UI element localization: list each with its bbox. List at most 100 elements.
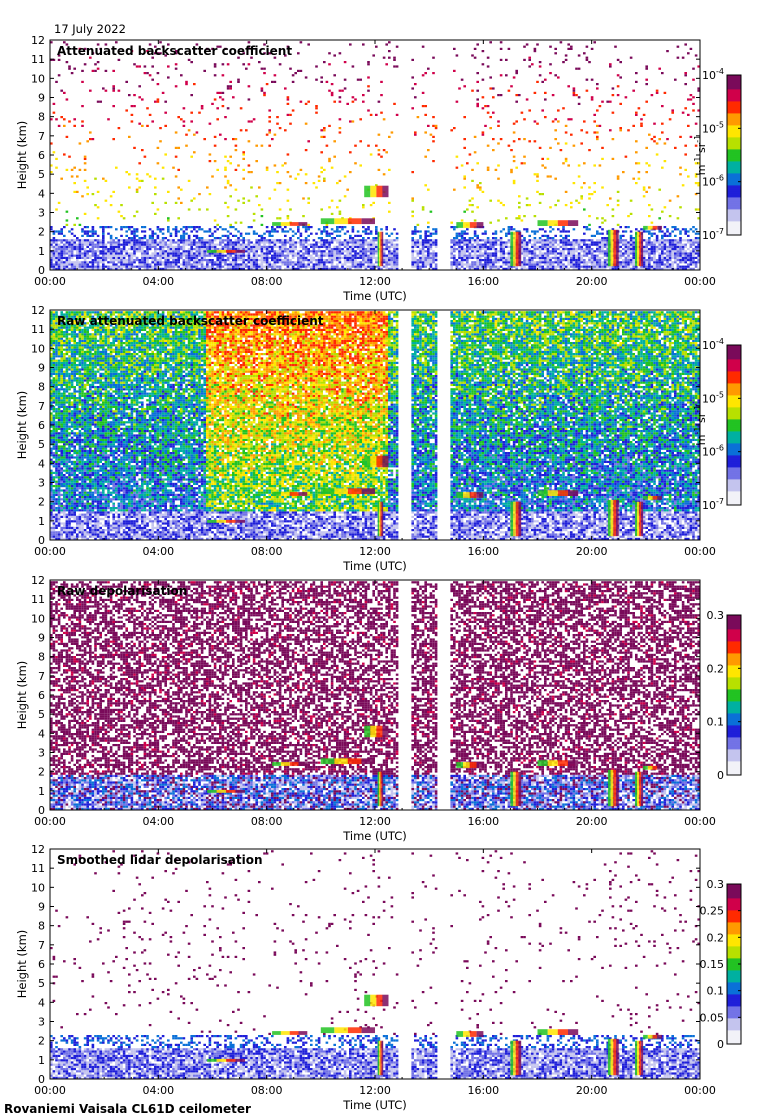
y-tick-label: 9: [38, 632, 45, 645]
y-tick-label: 4: [38, 727, 45, 740]
y-tick-label: 2: [38, 1035, 45, 1048]
y-tick-label: 5: [38, 708, 45, 721]
colorbar-tick-label: 10-5: [702, 390, 724, 405]
heatmap-cells: [50, 311, 700, 540]
x-tick-label: 16:00: [467, 1084, 499, 1097]
colorbar-tick-label: 10-6: [702, 444, 724, 459]
colorbar-tick-label: 0.05: [700, 1011, 725, 1024]
y-tick-label: 3: [38, 747, 45, 760]
y-tick-label: 2: [38, 766, 45, 779]
colorbar-tick-label: 10-7: [702, 497, 724, 512]
y-tick-label: 2: [38, 226, 45, 239]
colorbar-tick-label: 0.1: [707, 985, 725, 998]
y-tick-label: 4: [38, 457, 45, 470]
y-tick-label: 6: [38, 149, 45, 162]
x-tick-label: 16:00: [467, 815, 499, 828]
y-tick-label: 12: [31, 574, 45, 587]
x-tick-label: 12:00: [359, 275, 391, 288]
y-axis-label: Height (km): [15, 930, 29, 999]
y-axis-label: Height (km): [15, 661, 29, 730]
colorbar: 10-7 10-6 10-5 10-4 m-1 sr-1: [693, 337, 742, 512]
y-tick-label: 8: [38, 920, 45, 933]
y-axis-label: Height (km): [15, 391, 29, 460]
x-tick-label: 08:00: [251, 545, 283, 558]
chart-panel-2: Raw attenuated backscatter coefficient 0 1…: [15, 304, 742, 573]
x-tick-label: 00:00: [34, 275, 66, 288]
panel-title: Smoothed lidar depolarisation: [57, 853, 263, 867]
x-tick-label: 20:00: [576, 545, 608, 558]
colorbar: 0 0.05 0.1 0.15 0.2 0.25 0.3: [700, 878, 742, 1051]
y-tick-label: 11: [31, 53, 45, 66]
y-tick-label: 11: [31, 862, 45, 875]
x-axis-label: Time (UTC): [342, 1098, 407, 1112]
colorbar-tick-label: 0.1: [707, 716, 725, 729]
colorbar: 10-7 10-6 10-5 10-4 m-1 sr-1: [693, 67, 742, 242]
x-tick-label: 00:00: [684, 545, 716, 558]
colorbar-tick-label: 0.3: [707, 878, 725, 891]
y-tick-label: 4: [38, 996, 45, 1009]
x-axis-label: Time (UTC): [342, 829, 407, 843]
x-axis-label: Time (UTC): [342, 559, 407, 573]
y-tick-label: 0: [38, 264, 45, 277]
y-tick-label: 7: [38, 400, 45, 413]
x-tick-label: 20:00: [576, 815, 608, 828]
colorbar-tick-label: 0.2: [707, 662, 725, 675]
y-tick-label: 2: [38, 496, 45, 509]
colorbar-tick-label: 10-5: [702, 120, 724, 135]
y-tick-label: 3: [38, 207, 45, 220]
x-axis-label: Time (UTC): [342, 289, 407, 303]
x-tick-label: 16:00: [467, 545, 499, 558]
x-tick-label: 12:00: [359, 545, 391, 558]
y-tick-label: 12: [31, 304, 45, 317]
x-tick-label: 08:00: [251, 1084, 283, 1097]
x-tick-label: 04:00: [142, 545, 174, 558]
panel-title: Raw depolarisation: [57, 584, 187, 598]
date-label: 17 July 2022: [54, 22, 126, 36]
y-tick-label: 10: [31, 342, 45, 355]
y-tick-label: 1: [38, 1054, 45, 1067]
x-tick-label: 12:00: [359, 1084, 391, 1097]
y-tick-label: 5: [38, 977, 45, 990]
y-tick-label: 5: [38, 438, 45, 451]
heatmap-cells: [50, 41, 700, 270]
x-tick-label: 20:00: [576, 1084, 608, 1097]
y-tick-label: 9: [38, 362, 45, 375]
y-tick-label: 3: [38, 477, 45, 490]
colorbar-tick-label: 10-4: [702, 337, 724, 352]
x-tick-label: 20:00: [576, 275, 608, 288]
panel-title: Attenuated backscatter coefficient: [57, 44, 292, 58]
colorbar-tick-label: 0: [717, 1038, 724, 1051]
y-tick-label: 12: [31, 843, 45, 856]
y-tick-label: 12: [31, 34, 45, 47]
y-tick-label: 6: [38, 958, 45, 971]
colorbar-tick-label: 0: [717, 769, 724, 782]
colorbar-tick-label: 0.2: [707, 931, 725, 944]
station-footer: Rovaniemi Vaisala CL61D ceilometer: [4, 1102, 251, 1116]
plot-frame: [49, 39, 701, 271]
y-tick-label: 1: [38, 785, 45, 798]
colorbar-unit-label: m-1 sr-1: [693, 135, 708, 175]
y-tick-label: 1: [38, 515, 45, 528]
heatmap-cells: [50, 850, 700, 1079]
chart-panel-4: Smoothed lidar depolarisation01234567891…: [15, 843, 742, 1112]
y-tick-label: 6: [38, 689, 45, 702]
y-tick-label: 3: [38, 1016, 45, 1029]
y-tick-label: 11: [31, 323, 45, 336]
y-tick-label: 7: [38, 939, 45, 952]
plot-frame: [49, 848, 701, 1080]
x-tick-label: 08:00: [251, 815, 283, 828]
y-tick-label: 0: [38, 1073, 45, 1086]
x-tick-label: 04:00: [142, 275, 174, 288]
colorbar-tick-label: 10-6: [702, 174, 724, 189]
x-tick-label: 00:00: [34, 815, 66, 828]
x-tick-label: 12:00: [359, 815, 391, 828]
x-tick-label: 04:00: [142, 1084, 174, 1097]
y-tick-label: 7: [38, 670, 45, 683]
y-tick-label: 10: [31, 881, 45, 894]
x-tick-label: 04:00: [142, 815, 174, 828]
y-tick-label: 0: [38, 804, 45, 817]
panel-title: Raw attenuated backscatter coefficient: [57, 314, 324, 328]
y-tick-label: 0: [38, 534, 45, 547]
